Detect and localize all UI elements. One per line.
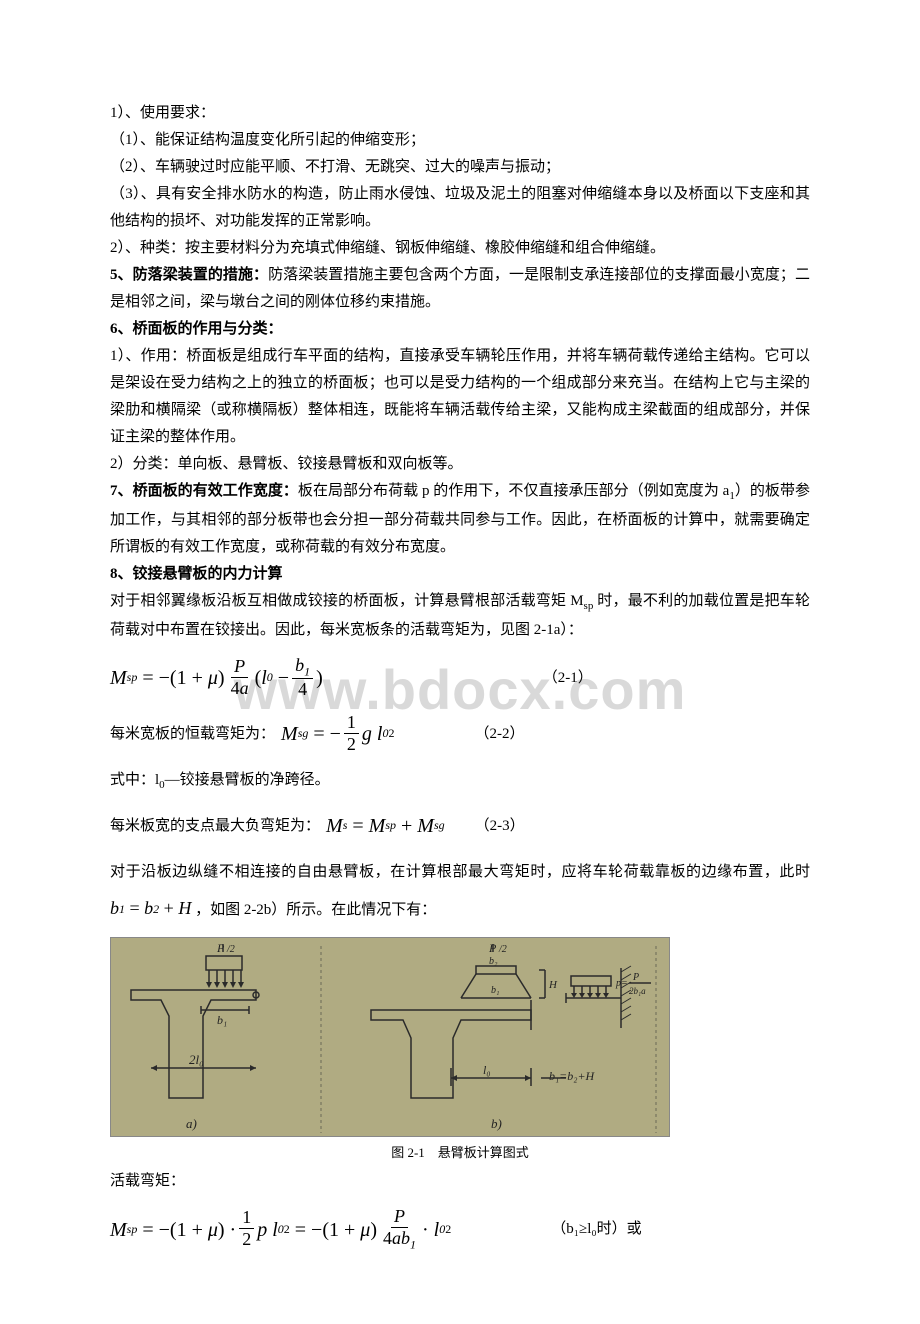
svg-text:2l₀: 2l₀ (189, 1052, 204, 1067)
figure-caption: 图 2-1 悬臂板计算图式 (110, 1141, 810, 1164)
para-16: 对于沿板边纵缝不相连接的自由悬臂板，在计算根部最大弯矩时，应将车轮荷载靠板的边缘… (110, 856, 810, 929)
formula-2-3: Ms = Msp + Msg (326, 808, 445, 844)
formula-2-4: Msp = −(1 + μ) · 12 p l02 = −(1 + μ) P4a… (110, 1207, 451, 1252)
para-14: 式中：l0—铰接悬臂板的净跨径。 (110, 767, 810, 796)
para-10b: 板在局部分布荷载 p 的作用下，不仅直接承压部分（例如宽度为 a (298, 483, 729, 499)
para-9: 2）分类：单向板、悬臂板、铰接悬臂板和双向板等。 (110, 451, 810, 478)
svg-text:b₂: b₂ (489, 956, 498, 967)
para-1: 1）、使用要求： (110, 100, 810, 127)
para-15: 每米板宽的支点最大负弯矩为： (110, 813, 320, 840)
para-16b: ，如图 2-2b）所示。在此情况下有： (195, 902, 436, 918)
heading-5: 5、防落梁装置的措施： (110, 267, 268, 283)
svg-text:b₁=b₂+H: b₁=b₂+H (549, 1069, 596, 1083)
figure-image: P /2 b₁ (110, 937, 670, 1137)
para-8: 1）、作用：桥面板是组成行车平面的结构，直接承受车辆轮压作用，并将车辆荷载传递给… (110, 343, 810, 451)
equation-2-1: Msp = −(1 + μ) P4a (l0 − b14 ) （2-1） (110, 656, 810, 701)
para-4: （3）、具有安全排水防水的构造，防止雨水侵蚀、垃圾及泥土的阻塞对伸缩缝本身以及桥… (110, 181, 810, 235)
svg-text:l₀: l₀ (483, 1063, 491, 1077)
equation-2-3-row: 每米板宽的支点最大负弯矩为： Ms = Msp + Msg （2-3） (110, 808, 810, 844)
para-12a: 对于相邻翼缘板沿板互相做成铰接的桥面板，计算悬臂根部活载弯矩 M (110, 593, 584, 609)
svg-text:/2: /2 (498, 944, 507, 955)
para-13: 每米宽板的恒载弯矩为： (110, 721, 275, 748)
para-5: 2）、种类：按主要材料分为充填式伸缩缝、钢板伸缩缝、橡胶伸缩缝和组合伸缩缝。 (110, 235, 810, 262)
svg-text:p=: p= (615, 978, 628, 989)
heading-6: 6、桥面板的作用与分类： (110, 316, 810, 343)
eq-num-2-2: （2-2） (474, 721, 524, 748)
para-10: 7、桥面板的有效工作宽度：板在局部分布荷载 p 的作用下，不仅直接承压部分（例如… (110, 478, 810, 561)
svg-text:b): b) (491, 1116, 502, 1131)
figure-2-1: P /2 b₁ (110, 937, 810, 1164)
heading-8: 8、铰接悬臂板的内力计算 (110, 561, 810, 588)
eq-num-2-3: （2-3） (475, 813, 525, 840)
inline-formula-b1: b1 = b2 + H (110, 889, 191, 929)
para-2: （1）、能保证结构温度变化所引起的伸缩变形； (110, 127, 810, 154)
svg-text:b₁: b₁ (491, 985, 499, 996)
equation-2-2-row: 每米宽板的恒载弯矩为： Msg = − 12 g l02 （2-2） (110, 713, 810, 755)
formula-2-1: Msp = −(1 + μ) P4a (l0 − b14 ) (110, 656, 323, 701)
para-16a: 对于沿板边纵缝不相连接的自由悬臂板，在计算根部最大弯矩时，应将车轮荷载靠板的边缘… (110, 864, 810, 880)
svg-text:b₁: b₁ (217, 1013, 227, 1027)
para-3: （2）、车辆驶过时应能平顺、不打滑、无跳突、过大的噪声与振动； (110, 154, 810, 181)
svg-text:a): a) (186, 1116, 197, 1131)
eq-4-tail: （b₁≥l₀时）或 (551, 1216, 641, 1243)
subscript-msp: sp (584, 600, 594, 612)
svg-text:/2: /2 (226, 944, 235, 955)
para-14b: —铰接悬臂板的净跨径。 (165, 772, 330, 788)
para-6: 5、防落梁装置的措施：防落梁装置措施主要包含两个方面，一是限制支承连接部位的支撑… (110, 262, 810, 316)
svg-text:H: H (548, 979, 558, 991)
heading-7: 7、桥面板的有效工作宽度： (110, 483, 298, 499)
svg-text:P: P (632, 972, 639, 983)
svg-text:2b₁a: 2b₁a (629, 986, 646, 996)
eq-num-2-1: （2-1） (503, 665, 593, 692)
formula-2-2: Msg = − 12 g l02 (281, 713, 394, 755)
para-12: 对于相邻翼缘板沿板互相做成铰接的桥面板，计算悬臂根部活载弯矩 Msp 时，最不利… (110, 588, 810, 644)
para-14a: 式中：l (110, 772, 159, 788)
cantilever-diagram-svg: P /2 b₁ (111, 938, 670, 1137)
equation-2-4: Msp = −(1 + μ) · 12 p l02 = −(1 + μ) P4a… (110, 1207, 810, 1252)
document-body: 1）、使用要求： （1）、能保证结构温度变化所引起的伸缩变形； （2）、车辆驶过… (110, 100, 810, 1252)
para-17: 活载弯矩： (110, 1168, 810, 1195)
